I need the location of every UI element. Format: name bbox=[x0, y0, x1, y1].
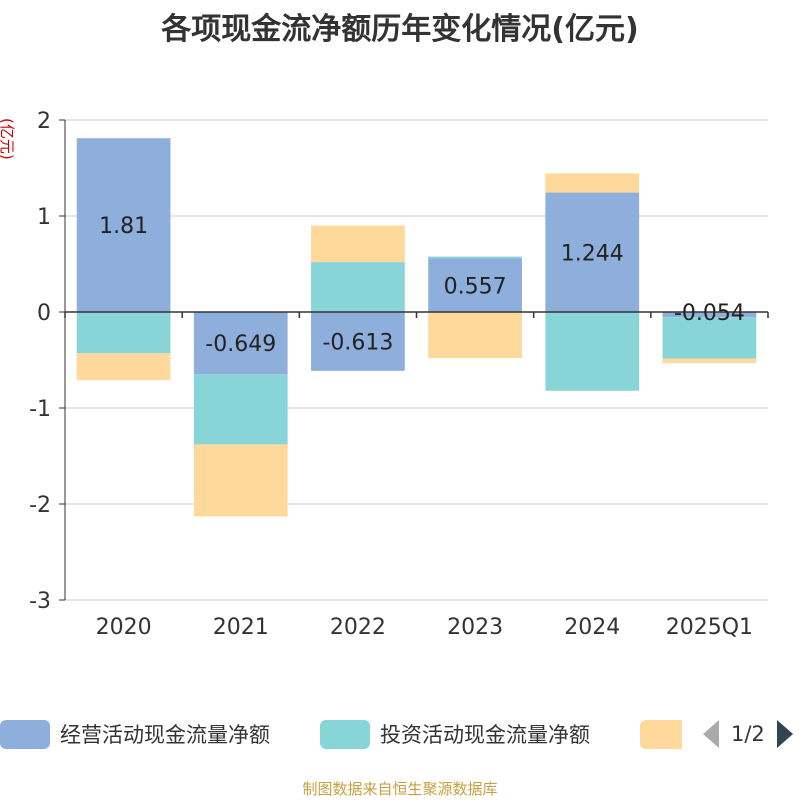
bar-2021-series-1 bbox=[193, 374, 288, 445]
y-tick-label: -1 bbox=[29, 397, 51, 422]
bar-2020-series-2 bbox=[76, 353, 171, 381]
y-tick-label: 0 bbox=[37, 301, 51, 326]
y-tick-label: -3 bbox=[29, 589, 51, 614]
data-label: 0.557 bbox=[444, 274, 507, 299]
bar-2022-series-0 bbox=[311, 312, 405, 371]
bar-2021-series-2 bbox=[193, 444, 288, 517]
x-tick-label: 2024 bbox=[564, 615, 620, 640]
data-label: -0.649 bbox=[205, 332, 276, 357]
bar-2025Q1-series-1 bbox=[662, 317, 757, 359]
bar-2022-series-2 bbox=[311, 225, 405, 263]
bar-2023-series-1 bbox=[428, 256, 522, 259]
legend-page-indicator: 1/2 bbox=[731, 722, 765, 746]
bar-2024-series-1 bbox=[545, 312, 640, 391]
data-label: -0.613 bbox=[322, 330, 393, 355]
legend-item-financing[interactable] bbox=[640, 716, 682, 752]
data-label: 1.81 bbox=[99, 214, 148, 239]
stacked-bar-chart: 2 1 0 -1 -2 -3 (亿元) 2020 2021 2022 2023 2024 2025Q1 1… bbox=[0, 109, 769, 640]
x-tick-label: 2023 bbox=[447, 615, 503, 640]
chart-title: 各项现金流净额历年变化情况(亿元) bbox=[161, 12, 639, 47]
y-axis-label: (亿元) bbox=[0, 118, 16, 160]
bar-2024-series-0 bbox=[545, 192, 640, 312]
legend-pager: 1/2 bbox=[703, 716, 793, 752]
legend-swatch-investing bbox=[320, 719, 370, 749]
x-tick-label: 2020 bbox=[96, 615, 152, 640]
bar-2023-series-2 bbox=[428, 312, 522, 359]
bar-2021-series-0 bbox=[193, 312, 288, 375]
prev-page-icon[interactable] bbox=[703, 720, 719, 748]
data-label: -0.054 bbox=[674, 301, 745, 326]
x-tick-label: 2021 bbox=[213, 615, 269, 640]
legend: 经营活动现金流量净额 投资活动现金流量净额 1/2 bbox=[0, 716, 800, 756]
bar-2022-series-1 bbox=[311, 262, 405, 312]
y-tick-label: 2 bbox=[37, 109, 51, 134]
bar-2020-series-0 bbox=[76, 138, 171, 312]
data-source-footer: 制图数据来自恒生聚源数据库 bbox=[302, 780, 498, 798]
legend-swatch-financing bbox=[640, 719, 682, 749]
legend-swatch-operating bbox=[0, 719, 50, 749]
legend-label-investing: 投资活动现金流量净额 bbox=[380, 723, 590, 747]
bar-2023-series-0 bbox=[428, 258, 522, 312]
legend-item-operating[interactable]: 经营活动现金流量净额 bbox=[0, 716, 270, 752]
data-label: 1.244 bbox=[561, 241, 624, 266]
legend-label-operating: 经营活动现金流量净额 bbox=[60, 723, 270, 747]
legend-item-investing[interactable]: 投资活动现金流量净额 bbox=[320, 716, 590, 752]
bar-2025Q1-series-2 bbox=[662, 358, 757, 364]
bar-2020-series-1 bbox=[76, 312, 171, 354]
next-page-icon[interactable] bbox=[776, 720, 793, 748]
bar-2025Q1-series-0 bbox=[662, 312, 757, 318]
y-tick-label: 1 bbox=[37, 205, 51, 230]
y-tick-label: -2 bbox=[29, 493, 51, 518]
bar-2024-series-2 bbox=[545, 173, 640, 193]
x-tick-label: 2022 bbox=[330, 615, 386, 640]
x-tick-label: 2025Q1 bbox=[666, 615, 753, 640]
